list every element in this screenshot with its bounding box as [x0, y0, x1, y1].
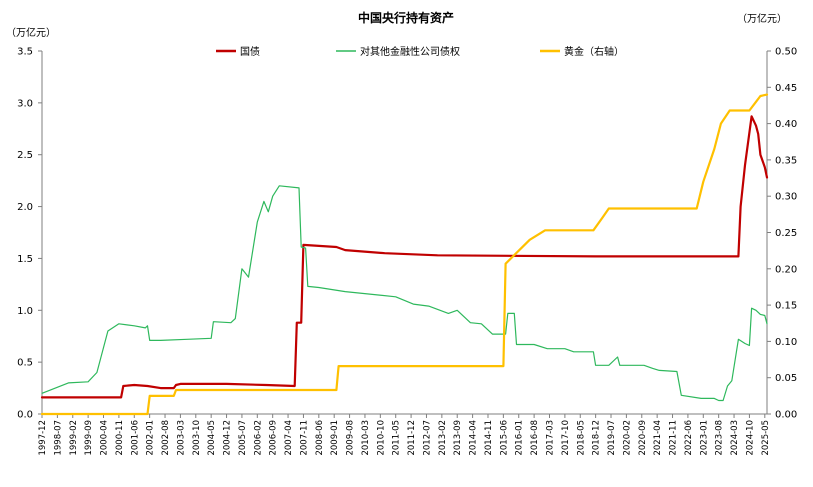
x-tick-label: 2004-05	[207, 420, 217, 456]
x-tick-label: 1998-07	[53, 420, 63, 456]
y-right-tick-label: 0.35	[775, 155, 797, 166]
x-tick-label: 2017-03	[546, 420, 556, 456]
y-left-tick-label: 3.5	[17, 47, 33, 58]
x-tick-label: 2003-03	[176, 420, 186, 456]
x-tick-label: 2006-02	[253, 420, 263, 456]
y-right-tick-label: 0.40	[775, 119, 797, 130]
x-tick-label: 2017-10	[561, 420, 571, 456]
series-line-3	[40, 93, 769, 416]
y-right-tick-label: 0.50	[775, 47, 797, 58]
y-right-tick-label: 0.25	[775, 228, 797, 239]
x-tick-label: 2020-02	[622, 420, 632, 456]
x-tick-label: 2019-07	[607, 420, 617, 456]
x-tick-label: 2009-08	[346, 420, 356, 456]
legend-label-1: 国债	[240, 45, 260, 58]
x-tick-label: 2013-09	[453, 420, 463, 456]
x-tick-label: 2010-03	[361, 420, 371, 456]
legend: 国债 对其他金融性公司债权 黄金（右轴）	[216, 45, 624, 58]
y-right-tick-label: 0.05	[775, 373, 797, 384]
x-tick-label: 2025-05	[761, 420, 771, 456]
x-tick-label: 2011-05	[392, 420, 402, 456]
x-tick-label: 2014-04	[469, 420, 479, 456]
x-tick-label: 2004-12	[223, 420, 233, 456]
x-tick-label: 2018-05	[576, 420, 586, 456]
y-left-unit-label: （万亿元）	[6, 26, 56, 39]
y-right-tick-label: 0.00	[775, 410, 797, 421]
x-tick-label: 2015-06	[499, 420, 509, 456]
series-line-1	[40, 115, 769, 399]
x-tick-label: 2013-02	[438, 420, 448, 456]
y-left-tick-label: 1.0	[17, 306, 33, 317]
y-right-tick-label: 0.10	[775, 337, 797, 348]
series-layer	[40, 93, 769, 416]
x-tick-label: 2009-01	[330, 420, 340, 456]
chart-title: 中国央行持有资产	[358, 10, 454, 25]
x-tick-label: 2022-06	[684, 420, 694, 456]
x-tick-label: 2010-10	[376, 420, 386, 456]
legend-label-3: 黄金（右轴）	[564, 45, 624, 58]
x-tick-label: 2002-08	[161, 420, 171, 456]
x-tick-label: 2001-06	[130, 420, 140, 456]
legend-label-2: 对其他金融性公司债权	[360, 45, 460, 58]
x-tick-label: 2024-10	[745, 420, 755, 456]
axes: 0.0 0.5 1.0 1.5 2.0 2.5 3.0 3.5 0.00 0.05 0.10 0.15…	[17, 47, 797, 456]
series-line-2	[41, 185, 768, 402]
x-tick-label: 2021-11	[669, 420, 679, 456]
y-left-tick-label: 2.5	[17, 150, 33, 161]
x-tick-label: 2005-07	[238, 420, 248, 456]
x-tick-label: 1999-09	[84, 420, 94, 456]
y-left-tick-label: 1.5	[17, 254, 33, 265]
x-tick-label: 2003-10	[192, 420, 202, 456]
y-left-tick-label: 3.0	[17, 98, 33, 109]
y-left-tick-label: 2.0	[17, 202, 33, 213]
x-tick-label: 1999-02	[69, 420, 79, 456]
x-tick-label: 2000-11	[115, 420, 125, 456]
y-right-tick-label: 0.30	[775, 192, 797, 203]
x-tick-label: 2016-08	[530, 420, 540, 456]
x-tick-label: 2008-06	[315, 420, 325, 456]
y-right-unit-label: （万亿元）	[737, 12, 787, 25]
y-left-tick-label: 0.0	[17, 410, 33, 421]
x-tick-label: 2016-01	[515, 420, 525, 456]
x-tick-label: 2020-09	[638, 420, 648, 456]
x-tick-label: 2012-07	[422, 420, 432, 456]
x-tick-label: 2007-11	[299, 420, 309, 456]
y-right-tick-label: 0.20	[775, 264, 797, 275]
y-right-tick-label: 0.15	[775, 301, 797, 312]
y-right-tick-label: 0.45	[775, 83, 797, 94]
x-tick-label: 2023-01	[699, 420, 709, 456]
x-tick-label: 2023-08	[715, 420, 725, 456]
x-tick-label: 2014-11	[484, 420, 494, 456]
x-tick-label: 2000-04	[100, 420, 110, 456]
x-tick-label: 2021-04	[653, 420, 663, 456]
x-tick-label: 1997-12	[38, 420, 48, 456]
x-tick-label: 2002-01	[146, 420, 156, 456]
y-left-tick-label: 0.5	[17, 358, 33, 369]
x-tick-label: 2024-03	[730, 420, 740, 456]
x-tick-label: 2018-12	[592, 420, 602, 456]
x-tick-label: 2006-09	[269, 420, 279, 456]
x-tick-label: 2011-12	[407, 420, 417, 456]
x-tick-label: 2007-04	[284, 420, 294, 456]
